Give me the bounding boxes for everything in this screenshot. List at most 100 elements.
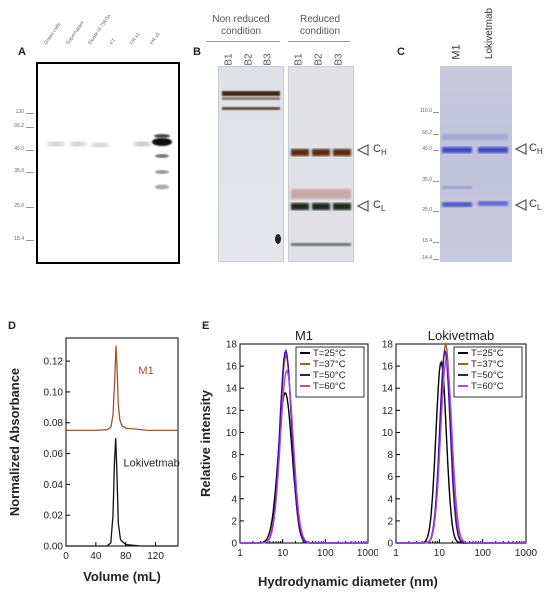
- panel-a-marker-tick: [26, 240, 34, 241]
- chart-e-ylabel: Relative intensity: [198, 389, 213, 497]
- panel-b-lane-label: B1: [223, 53, 235, 66]
- chart-e-ytick-label: 4: [231, 494, 237, 505]
- chart-e-ytick-label: 10: [382, 428, 394, 439]
- chart-e-ytick-label: 4: [387, 494, 393, 505]
- panel-c-marker: 14.4: [422, 255, 432, 261]
- panel-a-marker-tick: [26, 150, 34, 151]
- band-a6-main: [152, 138, 172, 146]
- chart-e-legend-label: T=50°C: [471, 370, 504, 381]
- panel-c-marker-tick: [433, 112, 439, 113]
- chart-e-ytick-label: 12: [226, 406, 238, 417]
- panel-c-lane-lokivetmab: Lokivetmab: [484, 7, 496, 60]
- chart-e-ytick-label: 10: [226, 428, 238, 439]
- chart-e-ytick-label: 0: [387, 539, 393, 550]
- panel-a-marker: 18.4: [14, 236, 24, 242]
- chart-d-series-lokivetmab: [66, 438, 178, 547]
- chart-d-ytick-label: 0.06: [44, 449, 64, 460]
- chart-e-series-2-3: [396, 359, 526, 544]
- panel-b-lane-label: B3: [333, 53, 345, 66]
- band-r-light-1: [291, 203, 309, 210]
- chart-e-legend-label: T=50°C: [313, 370, 346, 381]
- chart-d-ytick-label: 0.04: [44, 480, 64, 491]
- panel-b-label: B: [193, 46, 201, 58]
- band-a6-d: [155, 184, 169, 190]
- chart-e-ytick-label: 16: [382, 362, 394, 373]
- chart-e-legend-2: [453, 346, 523, 398]
- chart-d-ytick-label: 0.08: [44, 418, 64, 429]
- chart-e-ytick-label: 2: [387, 516, 393, 527]
- chart-d-frame: [65, 337, 179, 547]
- band-c-light-1: [442, 202, 472, 207]
- cl-arrow-c: [514, 199, 527, 211]
- gel-b-reduced-svg: [291, 149, 351, 246]
- band-a2: [69, 141, 87, 147]
- reduced-underline: [288, 41, 350, 42]
- cl-label-c: CL: [529, 198, 542, 213]
- band-r-pink: [291, 189, 351, 199]
- chart-e-legend-1: [295, 346, 365, 398]
- chart-e-ytick-label: 18: [382, 340, 394, 351]
- panel-a-marker: 66.2: [14, 123, 24, 129]
- chart-d-xtick-label: 0: [63, 551, 69, 562]
- chart-d-ytick-label: 0.00: [44, 542, 64, 553]
- chart-e-ytick-label: 8: [387, 450, 393, 461]
- panel-a-label: A: [18, 46, 26, 58]
- band-c-light-2: [478, 201, 508, 206]
- panel-d-label: D: [8, 320, 16, 332]
- panel-c-marker: 45.0: [422, 146, 432, 152]
- panel-c-marker: 18.4: [422, 238, 432, 244]
- chart-e-ytick-label: 6: [231, 472, 237, 483]
- chart-d-xtick-label: 40: [90, 551, 102, 562]
- cl-label-b: CL: [373, 199, 386, 214]
- band-r-light-3: [333, 203, 351, 210]
- panel-c-marker-tick: [433, 181, 439, 182]
- gel-b-reduced: [288, 66, 354, 262]
- chart-e-ytick-label: 0: [231, 539, 237, 550]
- band-r-bottom: [291, 243, 351, 246]
- chart-e-xtick-label: 10: [434, 548, 446, 559]
- chart-e-legend-label: T=60°C: [471, 381, 504, 392]
- panel-a-blot: [36, 62, 180, 264]
- nonreduced-underline: [206, 41, 280, 42]
- panel-a-marker: 45.0: [14, 146, 24, 152]
- chart-e-ytick-label: 2: [231, 516, 237, 527]
- chart-e-xlabel: Hydrodynamic diameter (nm): [258, 574, 438, 589]
- chart-e-legend-label: T=37°C: [471, 359, 504, 370]
- band-c-m1-extra: [442, 186, 472, 189]
- cl-arrow-b: [356, 200, 369, 212]
- panel-c-marker: 35.0: [422, 177, 432, 183]
- ch-arrow-c: [514, 143, 527, 155]
- panel-a-lane-label: FR x1: [129, 31, 142, 46]
- panel-b-lane-label: B2: [243, 53, 255, 66]
- reduced-title: Reduced condition: [299, 14, 341, 37]
- panel-b-lane-label: B3: [262, 53, 274, 66]
- panel-c-label: C: [397, 46, 405, 58]
- panel-e-label: E: [202, 320, 210, 332]
- chart-d-series-m1: [66, 345, 178, 432]
- band-a1: [47, 141, 65, 147]
- panel-a-marker: 130: [15, 109, 24, 115]
- chart-e-xtick-label: 1: [393, 548, 399, 559]
- chart-e-title-1: M1: [295, 328, 313, 343]
- band-a6-b: [155, 154, 169, 158]
- panel-a-lane-label: Green cells: [43, 21, 63, 46]
- ch-label-b: CH: [373, 143, 387, 158]
- chart-d-ytick-label: 0.12: [44, 357, 64, 368]
- ch-label-c: CH: [529, 142, 543, 157]
- chart-d-xtick-label: 80: [120, 551, 132, 562]
- chart-e-legend-label: T=37°C: [313, 359, 346, 370]
- nonreduced-title: Non reduced condition: [212, 14, 270, 37]
- gel-artifact: [275, 234, 281, 244]
- band-a3: [91, 142, 109, 148]
- band-nr-2: [222, 107, 280, 110]
- chart-e-xtick-label: 100: [474, 548, 491, 559]
- chart-e-ytick-label: 18: [226, 340, 238, 351]
- chart-e-ytick-label: 14: [382, 384, 394, 395]
- chart-d-xlabel: Volume (mL): [83, 569, 161, 584]
- panel-a-marker-tick: [26, 127, 34, 128]
- chart-e-ytick-label: 12: [382, 406, 394, 417]
- band-c-faint: [442, 134, 508, 140]
- chart-e-legend-label: T=25°C: [471, 348, 504, 359]
- ch-arrow-b: [356, 144, 369, 156]
- gel-c: [440, 66, 512, 262]
